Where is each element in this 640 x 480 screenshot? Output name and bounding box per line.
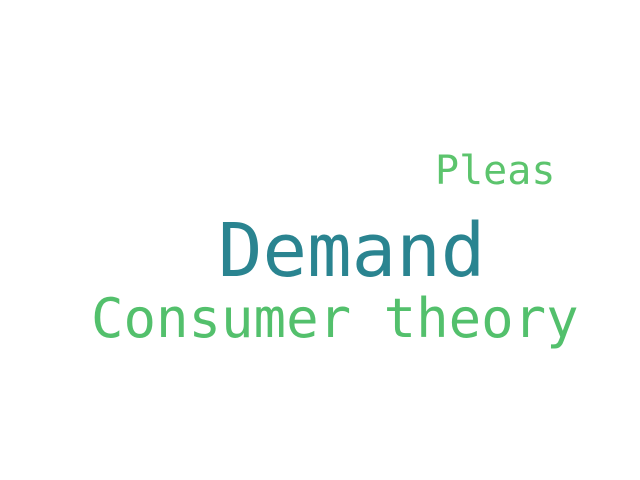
word-pleas: Pleas	[435, 148, 556, 194]
word-demand: Demand	[218, 208, 486, 294]
word-consumer-theory: Consumer theory	[91, 287, 579, 350]
